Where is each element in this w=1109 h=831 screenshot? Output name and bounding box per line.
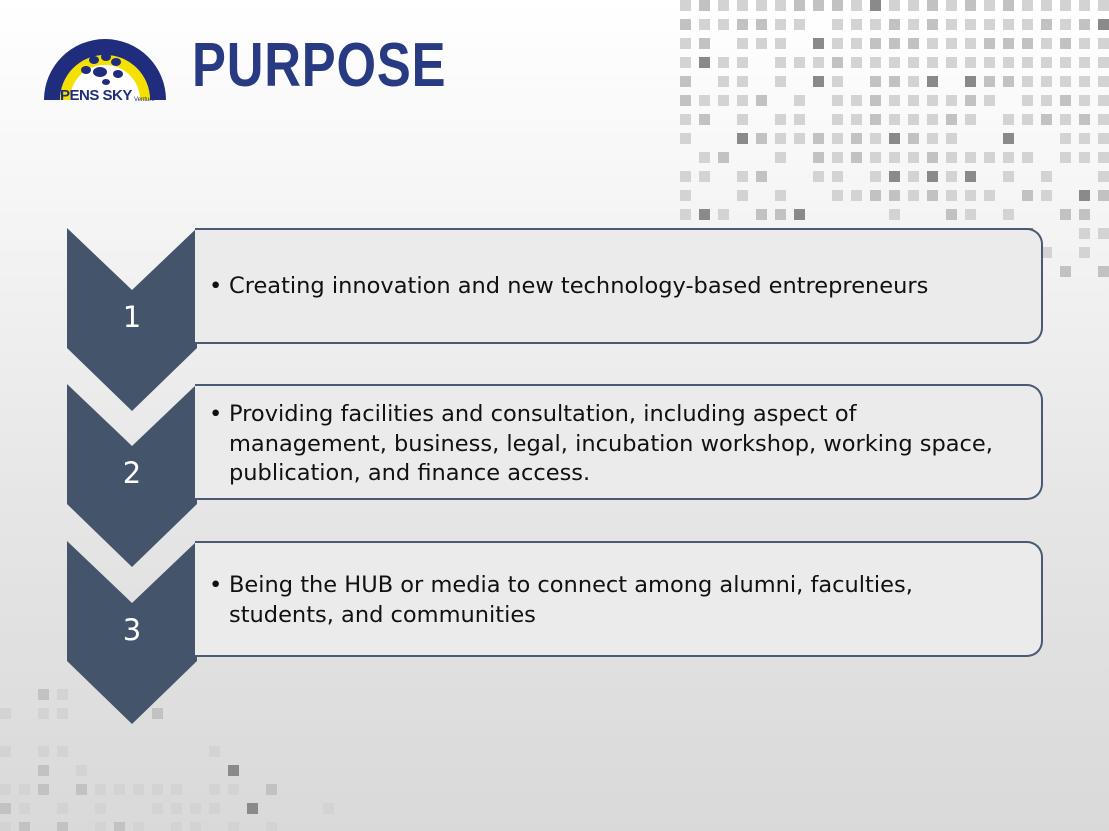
purpose-item-1: 1 • Creating innovation and new technolo…	[67, 228, 1047, 411]
bullet-list: • Providing facilities and consultation,…	[195, 386, 1041, 489]
item-text: Creating innovation and new technology-b…	[229, 273, 929, 299]
item-text: Providing facilities and consultation, i…	[229, 401, 993, 486]
step-number-3: 3	[122, 613, 142, 647]
page-title: PURPOSE	[192, 31, 447, 100]
item-text: Being the HUB or media to connect among …	[229, 572, 913, 628]
purpose-box-2: • Providing facilities and consultation,…	[195, 384, 1043, 500]
purpose-box-1: • Creating innovation and new technology…	[195, 228, 1043, 344]
step-number-1: 1	[122, 300, 142, 334]
purpose-item-3: 3 • Being the HUB or media to connect am…	[67, 541, 1047, 724]
list-item: • Providing facilities and consultation,…	[195, 400, 1041, 489]
chevron-step-3	[67, 541, 197, 724]
chevron-step-1	[67, 228, 197, 411]
purpose-box-3: • Being the HUB or media to connect amon…	[195, 541, 1043, 657]
logo-text: PENS SKY	[60, 87, 132, 104]
step-number-2: 2	[122, 456, 142, 490]
logo-emblem-icon	[44, 39, 166, 100]
list-item: • Creating innovation and new technology…	[195, 272, 1041, 302]
chevron-step-2	[67, 384, 197, 567]
logo-subtext: Venture	[134, 97, 155, 103]
bullet-icon: •	[209, 273, 223, 299]
bullet-icon: •	[209, 401, 223, 427]
purpose-item-2: 2 • Providing facilities and consultatio…	[67, 384, 1047, 567]
pens-sky-logo	[40, 20, 170, 112]
bullet-icon: •	[209, 572, 223, 598]
dot-matrix-decoration-bottom	[0, 689, 334, 831]
bullet-list: • Being the HUB or media to connect amon…	[195, 543, 1041, 630]
bullet-list: • Creating innovation and new technology…	[195, 230, 1041, 302]
list-item: • Being the HUB or media to connect amon…	[195, 571, 1041, 630]
